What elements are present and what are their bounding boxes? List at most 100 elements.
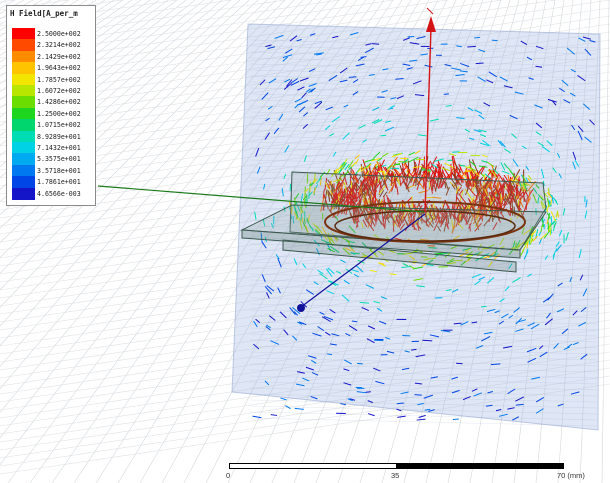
field-vector [555,244,562,252]
field-vector [553,342,559,349]
field-vector-strong [410,212,413,224]
field-vector [535,65,543,68]
field-vector-mid [449,257,455,262]
plane-hatch [249,105,598,115]
field-vector-strong [465,171,472,187]
field-vector [500,313,509,319]
legend-label: 1.7857e+002 [37,75,81,84]
field-vector [446,288,452,292]
field-vector-mid [394,163,401,166]
field-vector-mid [523,228,532,235]
field-vector-strong [445,186,450,196]
field-vector [400,391,409,395]
field-vector [486,277,495,284]
field-vector [565,231,569,241]
field-vector-mid [401,266,411,269]
field-vector-strong [403,163,410,172]
field-vector [449,181,456,187]
scale-label-start: 0 [226,471,231,480]
field-vector-strong [479,196,482,211]
field-vector [314,101,323,109]
field-vector [481,336,491,342]
grid-line [183,0,439,483]
field-vector [373,300,381,304]
legend-swatch [12,73,35,86]
field-vector-mid [493,248,498,256]
plane-hatch [249,123,598,133]
field-vector-strong [396,186,399,195]
substrate-lower-front [282,239,517,273]
field-vector [455,74,465,77]
field-vector [471,321,478,324]
field-vector [471,388,478,392]
field-vector [308,68,316,72]
field-vector-mid [302,195,308,201]
field-vector-strong [425,205,431,218]
field-vector [578,248,582,259]
field-vector-strong [401,162,406,178]
field-vector [475,344,484,349]
field-vector-mid [408,255,416,260]
field-vector [538,237,543,244]
field-vector-strong [419,182,425,190]
field-vector [401,367,410,371]
field-vector-strong [333,192,337,203]
field-vector [296,39,302,42]
field-vector-strong [500,202,508,214]
field-vector-strong [393,214,396,227]
legend-swatch [12,28,35,40]
field-vector-mid [308,182,314,186]
field-vector [589,39,596,43]
field-vector [504,148,511,154]
field-vector-mid [470,161,477,167]
field-vector [270,340,280,345]
grid-line [0,0,124,85]
field-vector-strong [498,200,504,209]
grid-line [0,247,610,339]
field-vector-strong [414,169,422,184]
field-vector-mid [557,212,559,218]
field-vector-mid [543,229,551,239]
field-vector [527,273,533,277]
field-vector-strong [477,188,481,204]
field-vector [577,130,583,141]
field-vector [372,106,380,111]
field-vector-strong [401,211,409,224]
legend-swatch [12,130,35,143]
field-vector [544,255,549,260]
field-vector-strong [407,208,413,217]
field-vector [313,281,319,286]
grid-line [0,287,610,379]
field-vector [503,85,513,89]
field-vector-strong [497,181,500,191]
field-vector [380,134,387,137]
field-vector-strong [469,210,475,218]
field-vector [466,250,473,257]
field-vector-mid [299,206,304,214]
grid-line [0,0,241,216]
field-vector [423,257,431,261]
field-vector [515,403,524,406]
field-vector-strong [371,204,378,214]
field-vector [253,343,260,350]
field-vector [298,106,306,113]
field-vector-mid [304,188,309,193]
field-vector [480,133,487,138]
field-vector [335,215,339,222]
field-vector-mid [338,168,343,175]
field-vector [547,98,557,103]
field-vector-strong [451,173,463,187]
grid-line [0,0,313,347]
field-vector-mid [532,193,538,204]
plane-hatch [249,333,598,343]
field-vector [445,104,452,107]
field-vector-mid [522,181,528,187]
field-vector [556,308,565,313]
field-vector-strong [441,217,447,225]
field-vector-mid [321,226,328,236]
field-vector-strong [498,183,505,193]
field-vector [407,196,413,202]
field-legend[interactable]: H Field[A_per_m 2.5000e+002 2.3214e+002 2.… [6,5,96,206]
field-vector-strong [347,205,352,217]
